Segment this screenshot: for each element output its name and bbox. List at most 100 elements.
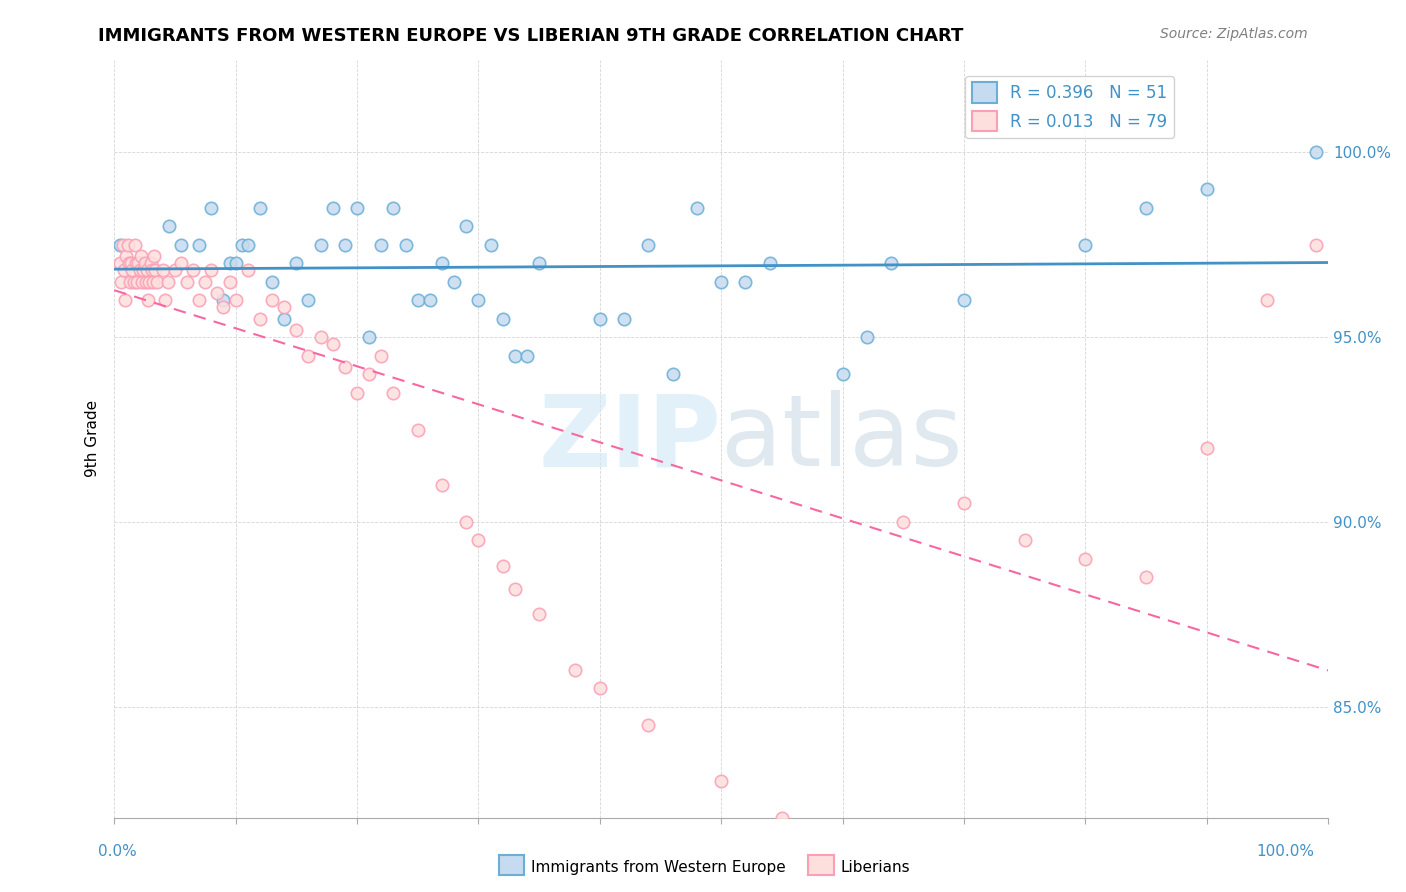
Point — [249, 311, 271, 326]
Point — [181, 263, 204, 277]
Point — [231, 237, 253, 252]
Point — [686, 201, 709, 215]
Point — [758, 256, 780, 270]
Point — [136, 263, 159, 277]
Point — [273, 311, 295, 326]
Point — [188, 293, 211, 307]
Point — [382, 385, 405, 400]
Point — [157, 219, 180, 233]
Point — [710, 275, 733, 289]
Point — [194, 275, 217, 289]
Point — [467, 533, 489, 548]
Point — [430, 478, 453, 492]
Point — [114, 293, 136, 307]
Point — [212, 301, 235, 315]
Point — [637, 718, 659, 732]
Point — [156, 275, 179, 289]
Point — [516, 349, 538, 363]
Point — [359, 367, 381, 381]
Point — [527, 256, 550, 270]
Point — [273, 301, 295, 315]
Point — [856, 330, 879, 344]
Point — [260, 293, 283, 307]
Point — [218, 256, 240, 270]
Text: atlas: atlas — [721, 391, 963, 487]
Point — [125, 256, 148, 270]
Point — [212, 293, 235, 307]
Point — [613, 311, 636, 326]
Point — [118, 256, 141, 270]
Point — [152, 263, 174, 277]
Point — [492, 311, 515, 326]
Point — [527, 607, 550, 622]
Point — [129, 256, 152, 270]
Point — [145, 263, 167, 277]
Point — [127, 256, 149, 270]
Point — [710, 773, 733, 788]
Point — [443, 275, 465, 289]
Point — [225, 293, 247, 307]
Text: Source: ZipAtlas.com: Source: ZipAtlas.com — [1160, 27, 1308, 41]
Text: IMMIGRANTS FROM WESTERN EUROPE VS LIBERIAN 9TH GRADE CORRELATION CHART: IMMIGRANTS FROM WESTERN EUROPE VS LIBERI… — [98, 27, 963, 45]
Point — [141, 263, 163, 277]
Text: 0.0%: 0.0% — [98, 845, 138, 859]
Point — [1195, 441, 1218, 455]
Point — [122, 275, 145, 289]
Point — [831, 367, 853, 381]
Point — [170, 237, 193, 252]
Point — [131, 275, 153, 289]
Point — [200, 201, 222, 215]
Point — [129, 249, 152, 263]
Point — [112, 263, 135, 277]
Point — [134, 256, 156, 270]
Point — [953, 496, 976, 510]
Point — [406, 293, 429, 307]
Point — [1135, 201, 1157, 215]
Point — [831, 847, 853, 862]
Point — [218, 275, 240, 289]
Y-axis label: 9th Grade: 9th Grade — [86, 401, 100, 477]
Point — [359, 330, 381, 344]
Point — [249, 201, 271, 215]
Point — [770, 811, 793, 825]
Point — [346, 201, 368, 215]
Point — [111, 237, 134, 252]
Point — [346, 385, 368, 400]
Point — [589, 311, 612, 326]
Point — [200, 263, 222, 277]
Point — [135, 275, 157, 289]
Point — [115, 249, 138, 263]
Point — [225, 256, 247, 270]
Point — [370, 349, 392, 363]
Point — [110, 256, 132, 270]
Point — [456, 515, 478, 529]
Point — [637, 237, 659, 252]
Point — [564, 663, 586, 677]
Point — [136, 293, 159, 307]
Point — [117, 237, 139, 252]
Text: Liberians: Liberians — [841, 860, 911, 874]
Point — [467, 293, 489, 307]
Point — [1135, 570, 1157, 584]
Point — [1305, 145, 1327, 159]
Point — [297, 349, 319, 363]
Point — [309, 330, 332, 344]
Point — [163, 263, 186, 277]
Point — [953, 293, 976, 307]
Point — [456, 219, 478, 233]
Point — [132, 263, 155, 277]
Point — [145, 275, 167, 289]
Point — [170, 256, 193, 270]
Point — [124, 237, 146, 252]
Point — [176, 275, 198, 289]
Point — [1195, 182, 1218, 196]
Point — [1256, 293, 1278, 307]
Point — [138, 275, 160, 289]
Point — [589, 681, 612, 696]
Point — [394, 237, 416, 252]
Point — [236, 237, 259, 252]
Point — [333, 237, 356, 252]
Text: Immigrants from Western Europe: Immigrants from Western Europe — [531, 860, 786, 874]
Point — [333, 359, 356, 374]
Point — [188, 237, 211, 252]
